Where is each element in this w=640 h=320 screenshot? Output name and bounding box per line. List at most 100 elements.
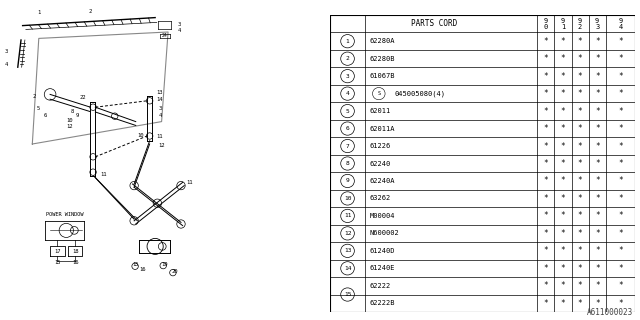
Text: *: * (595, 212, 600, 220)
Text: 62011: 62011 (370, 108, 391, 114)
Text: 11: 11 (157, 133, 163, 139)
Text: *: * (561, 124, 565, 133)
Text: *: * (578, 159, 582, 168)
Text: 9: 9 (76, 113, 79, 118)
Text: 15: 15 (54, 260, 61, 265)
Text: *: * (578, 229, 582, 238)
Text: 63262: 63262 (370, 196, 391, 202)
Text: 9: 9 (561, 18, 565, 24)
Text: *: * (543, 194, 548, 203)
Text: 62280B: 62280B (370, 56, 395, 62)
Text: *: * (618, 229, 623, 238)
Text: 3: 3 (595, 24, 599, 30)
Text: *: * (561, 107, 565, 116)
Text: 10: 10 (138, 132, 144, 138)
Text: *: * (618, 176, 623, 186)
Text: *: * (595, 37, 600, 46)
Text: *: * (618, 159, 623, 168)
Text: 22: 22 (79, 95, 86, 100)
Text: 3: 3 (158, 106, 162, 111)
Text: *: * (578, 176, 582, 186)
Text: *: * (543, 54, 548, 63)
Text: *: * (595, 141, 600, 150)
Text: 2: 2 (346, 56, 349, 61)
Text: 61067B: 61067B (370, 73, 395, 79)
Text: *: * (543, 107, 548, 116)
Text: *: * (543, 281, 548, 290)
Text: 2: 2 (578, 24, 582, 30)
Text: 24: 24 (162, 33, 168, 38)
Text: *: * (595, 246, 600, 255)
Text: *: * (543, 264, 548, 273)
Text: 3: 3 (5, 49, 8, 54)
Text: 61240E: 61240E (370, 265, 395, 271)
Text: 3: 3 (346, 74, 349, 79)
Text: *: * (543, 299, 548, 308)
Text: *: * (618, 264, 623, 273)
Text: *: * (595, 299, 600, 308)
Text: 62240A: 62240A (370, 178, 395, 184)
Text: 61240D: 61240D (370, 248, 395, 254)
Text: 17: 17 (54, 249, 61, 254)
Text: S: S (377, 91, 380, 96)
Text: 7: 7 (346, 144, 349, 148)
Text: *: * (578, 141, 582, 150)
Text: *: * (561, 246, 565, 255)
Text: *: * (578, 107, 582, 116)
Text: 2: 2 (32, 93, 36, 99)
Text: 6: 6 (346, 126, 349, 131)
Text: 14: 14 (157, 97, 163, 102)
Text: *: * (595, 107, 600, 116)
Text: *: * (578, 246, 582, 255)
Text: *: * (595, 54, 600, 63)
Text: 9: 9 (544, 18, 548, 24)
Text: *: * (618, 37, 623, 46)
Text: *: * (618, 194, 623, 203)
Text: 12: 12 (66, 124, 73, 129)
Text: *: * (618, 246, 623, 255)
Text: 3: 3 (178, 21, 181, 27)
Text: *: * (595, 194, 600, 203)
Text: *: * (543, 37, 548, 46)
Text: *: * (561, 37, 565, 46)
Text: POWER WINDOW: POWER WINDOW (46, 212, 83, 217)
Text: 8: 8 (346, 161, 349, 166)
Text: *: * (561, 54, 565, 63)
Text: *: * (595, 124, 600, 133)
Text: *: * (618, 54, 623, 63)
Text: *: * (618, 72, 623, 81)
Text: 4: 4 (178, 28, 181, 33)
Text: 12: 12 (158, 143, 165, 148)
Text: 4: 4 (346, 91, 349, 96)
Text: *: * (595, 89, 600, 98)
Text: 62222B: 62222B (370, 300, 395, 306)
Text: 9: 9 (578, 18, 582, 24)
Text: *: * (618, 281, 623, 290)
Text: 1: 1 (37, 10, 40, 15)
Text: *: * (578, 194, 582, 203)
Text: 8: 8 (71, 108, 74, 114)
Text: *: * (543, 159, 548, 168)
Text: 20: 20 (172, 269, 178, 274)
Text: 10: 10 (344, 196, 351, 201)
Text: *: * (543, 229, 548, 238)
Text: 5: 5 (346, 108, 349, 114)
Text: 62240: 62240 (370, 161, 391, 166)
Text: M00004: M00004 (370, 213, 395, 219)
Text: *: * (578, 37, 582, 46)
Text: *: * (561, 281, 565, 290)
Text: 1: 1 (561, 24, 565, 30)
Text: *: * (578, 212, 582, 220)
Text: *: * (595, 264, 600, 273)
Text: 62280A: 62280A (370, 38, 395, 44)
Text: *: * (543, 176, 548, 186)
Text: *: * (561, 264, 565, 273)
Text: 4: 4 (158, 113, 162, 118)
Text: 2: 2 (89, 9, 92, 14)
Text: A611000023: A611000023 (588, 308, 634, 317)
Text: 11: 11 (186, 180, 193, 185)
Text: *: * (578, 264, 582, 273)
Text: 14: 14 (344, 266, 351, 271)
Text: *: * (561, 141, 565, 150)
Text: 9: 9 (346, 179, 349, 183)
